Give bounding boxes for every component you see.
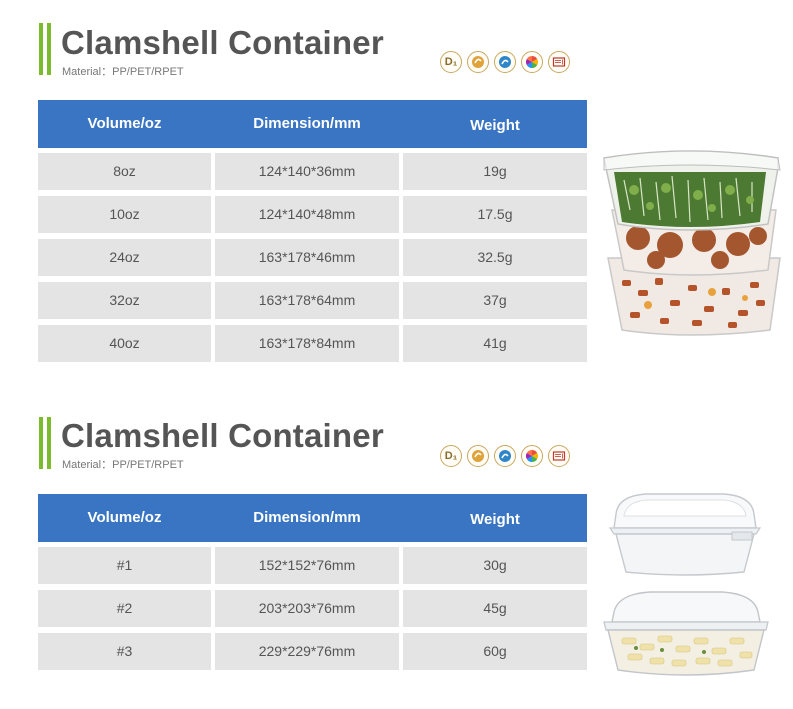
weight-cell: 17.5g <box>403 196 587 233</box>
dimension-cell: 124*140*36mm <box>215 153 399 190</box>
dimension-cell: 229*229*76mm <box>215 633 399 670</box>
dishwasher-label: D₁ <box>444 450 458 462</box>
table-row: #2 203*203*76mm 45g <box>38 590 587 627</box>
table-header: Volume/oz Dimension/mm Weight <box>38 100 587 148</box>
stacked-containers-image <box>603 150 781 336</box>
accent-bar <box>47 417 51 469</box>
table-row: 24oz 163*178*46mm 32.5g <box>38 239 587 276</box>
column-header-weight: Weight <box>470 511 520 528</box>
column-header-volume: Volume/oz <box>87 115 162 132</box>
table-header: Volume/oz Dimension/mm Weight <box>38 494 587 542</box>
section-title: Clamshell Container <box>61 24 384 61</box>
pasta-clamshell-image <box>603 591 769 676</box>
microwave-safe-icon <box>467 445 489 467</box>
accent-bar <box>39 417 43 469</box>
color-options-icon <box>521 445 543 467</box>
weight-cell: 45g <box>403 590 587 627</box>
color-options-icon <box>521 51 543 73</box>
volume-cell: #3 <box>38 633 211 670</box>
dimension-cell: 163*178*64mm <box>215 282 399 319</box>
column-header-dimension: Dimension/mm <box>253 115 361 132</box>
volume-cell: 32oz <box>38 282 211 319</box>
weight-cell: 32.5g <box>403 239 587 276</box>
weight-cell: 37g <box>403 282 587 319</box>
table-row: #3 229*229*76mm 60g <box>38 633 587 670</box>
section-title: Clamshell Container <box>61 417 384 454</box>
dishwasher-label: D₁ <box>444 56 458 68</box>
microwave-icon <box>548 445 570 467</box>
volume-cell: #1 <box>38 547 211 584</box>
volume-cell: 10oz <box>38 196 211 233</box>
table-row: 40oz 163*178*84mm 41g <box>38 325 587 362</box>
table-row: 10oz 124*140*48mm 17.5g <box>38 196 587 233</box>
microwave-safe-icon <box>467 51 489 73</box>
column-header-volume: Volume/oz <box>87 509 162 526</box>
weight-cell: 19g <box>403 153 587 190</box>
microwave-icon <box>548 51 570 73</box>
accent-bar <box>39 23 43 75</box>
column-header-weight: Weight <box>470 117 520 134</box>
dimension-cell: 163*178*84mm <box>215 325 399 362</box>
volume-cell: 40oz <box>38 325 211 362</box>
dimension-cell: 163*178*46mm <box>215 239 399 276</box>
material-label: Material：PP/PET/RPET <box>62 66 184 78</box>
feature-icons: D₁ <box>440 51 570 73</box>
dimension-cell: 124*140*48mm <box>215 196 399 233</box>
table-row: #1 152*152*76mm 30g <box>38 547 587 584</box>
volume-cell: 24oz <box>38 239 211 276</box>
dishwasher-safe-icon: D₁ <box>440 445 462 467</box>
dimension-cell: 152*152*76mm <box>215 547 399 584</box>
feature-icons: D₁ <box>440 445 570 467</box>
empty-clamshell-image <box>608 493 762 576</box>
material-label: Material：PP/PET/RPET <box>62 459 184 471</box>
recyclable-icon <box>494 445 516 467</box>
weight-cell: 60g <box>403 633 587 670</box>
table-row: 32oz 163*178*64mm 37g <box>38 282 587 319</box>
dishwasher-safe-icon: D₁ <box>440 51 462 73</box>
table-row: 8oz 124*140*36mm 19g <box>38 153 587 190</box>
recyclable-icon <box>494 51 516 73</box>
column-header-dimension: Dimension/mm <box>253 509 361 526</box>
accent-bar <box>47 23 51 75</box>
dimension-cell: 203*203*76mm <box>215 590 399 627</box>
weight-cell: 30g <box>403 547 587 584</box>
volume-cell: #2 <box>38 590 211 627</box>
weight-cell: 41g <box>403 325 587 362</box>
volume-cell: 8oz <box>38 153 211 190</box>
